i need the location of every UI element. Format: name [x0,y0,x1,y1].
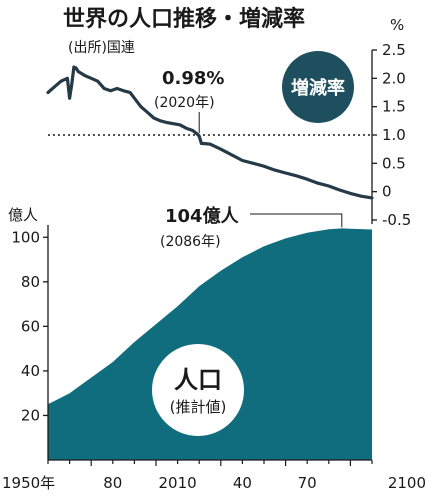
population-peak-year: (2086年) [160,234,221,250]
growth-annotation-value: 0.98% [162,68,224,89]
population-badge-title: 人口 [174,366,222,394]
x-tick-label: 40 [233,474,252,492]
population-panel: 億人 100 80 60 40 20 104億人 (2086年) 人口 (推計値) [8,205,372,460]
population-y-axis: 100 80 60 40 20 [11,228,48,424]
population-unit-label: 億人 [8,206,38,224]
growth-annotation-year: (2020年) [154,95,215,111]
growth-y-tick-label: 0 [382,183,392,201]
growth-badge-label: 増減率 [291,77,345,99]
x-tick-label: 2100 [388,474,426,492]
population-y-tick-label: 40 [21,362,40,380]
population-y-tick-label: 80 [21,273,40,291]
growth-badge [282,51,354,123]
x-tick-label: 70 [298,474,317,492]
growth-y-tick-label: 1.0 [382,126,406,144]
population-peak-leader [250,213,343,228]
population-peak-value: 104億人 [165,205,240,227]
growth-y-tick-label: 2.0 [382,69,406,87]
x-tick-label: 80 [103,474,122,492]
population-badge-subtitle: (推計値) [170,398,227,416]
x-axis: 1950年 80 2010 40 70 2100 [2,459,426,492]
population-y-tick-label: 60 [21,317,40,335]
population-badge [152,344,244,436]
x-tick-label: 2010 [159,474,197,492]
population-y-tick-label: 100 [11,228,40,246]
population-y-tick-label: 20 [21,406,40,424]
growth-rate-panel: % 2.5 2.0 1.5 1.0 0.5 0 -0.5 増減率 0.98% (2020年) [46,16,411,229]
growth-y-tick-label: 2.5 [382,41,406,59]
source-note: (出所)国連 [68,40,135,56]
x-tick-label: 1950年 [2,474,55,492]
growth-y-tick-label: 1.5 [382,98,406,116]
chart-title: 世界の人口推移・増減率 [63,6,305,32]
growth-y-axis: 2.5 2.0 1.5 1.0 0.5 0 -0.5 [372,41,411,229]
growth-rate-line [46,65,374,200]
growth-y-tick-label: -0.5 [382,211,411,229]
growth-y-tick-label: 0.5 [382,154,406,172]
population-area [48,228,372,460]
growth-unit-label: % [390,16,404,34]
